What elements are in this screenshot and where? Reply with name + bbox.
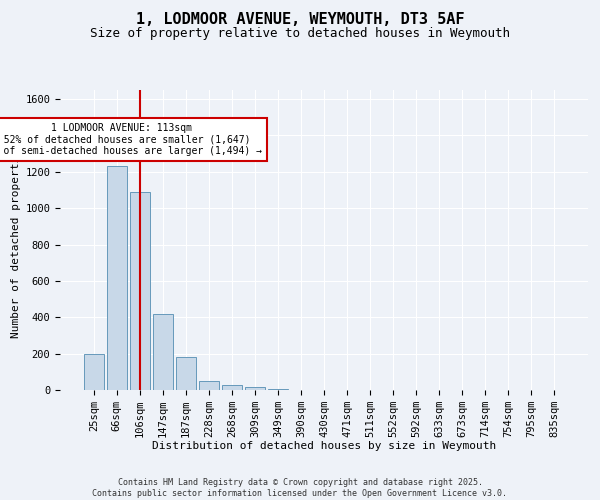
Bar [153, 314, 173, 390]
Text: Contains HM Land Registry data © Crown copyright and database right 2025.
Contai: Contains HM Land Registry data © Crown c… [92, 478, 508, 498]
Y-axis label: Number of detached properties: Number of detached properties [11, 142, 21, 338]
Bar [176, 358, 196, 390]
X-axis label: Distribution of detached houses by size in Weymouth: Distribution of detached houses by size … [152, 442, 496, 452]
Bar [199, 381, 218, 390]
Bar [84, 354, 104, 390]
Bar [268, 388, 288, 390]
Text: 1, LODMOOR AVENUE, WEYMOUTH, DT3 5AF: 1, LODMOOR AVENUE, WEYMOUTH, DT3 5AF [136, 12, 464, 28]
Text: 1 LODMOOR AVENUE: 113sqm
← 52% of detached houses are smaller (1,647)
47% of sem: 1 LODMOOR AVENUE: 113sqm ← 52% of detach… [0, 122, 262, 156]
Bar [130, 192, 149, 390]
Bar [245, 388, 265, 390]
Bar [222, 384, 242, 390]
Text: Size of property relative to detached houses in Weymouth: Size of property relative to detached ho… [90, 28, 510, 40]
Bar [107, 166, 127, 390]
